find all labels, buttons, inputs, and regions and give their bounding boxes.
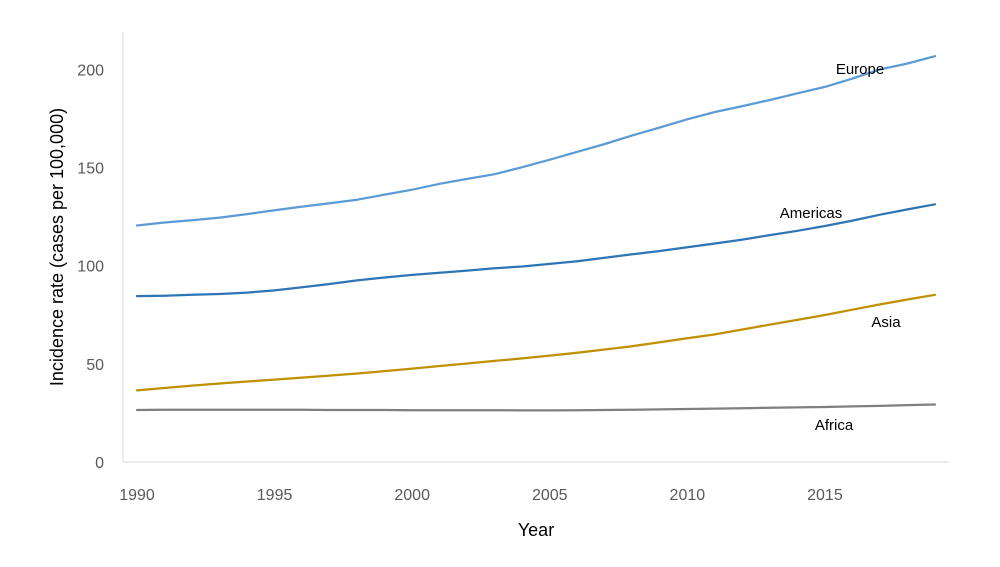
series-label-europe: Europe <box>836 61 884 78</box>
series-labels: Europe Americas Asia Africa <box>780 61 902 434</box>
y-tick-label: 200 <box>77 62 104 79</box>
series-line-asia <box>135 293 937 392</box>
x-tick-label: 2005 <box>532 487 568 504</box>
series-line-africa <box>135 403 937 412</box>
series-label-asia: Asia <box>871 314 901 331</box>
x-tick-label: 1995 <box>257 487 293 504</box>
series-line-americas <box>135 203 937 298</box>
series-line-europe <box>135 55 937 227</box>
series-label-americas: Americas <box>780 205 843 222</box>
x-tick-label: 2015 <box>807 487 843 504</box>
y-tick-label: 150 <box>77 161 104 178</box>
series-lines <box>135 55 937 412</box>
x-tick-label: 2010 <box>670 487 706 504</box>
y-tick-label: 50 <box>86 357 104 374</box>
x-tick-label: 2000 <box>394 487 430 504</box>
axes <box>122 32 949 463</box>
y-tick-label: 0 <box>95 455 104 472</box>
x-axis-title: Year <box>518 520 554 540</box>
y-tick-labels: 0 50 100 150 200 <box>77 62 104 472</box>
x-tick-label: 1990 <box>119 487 155 504</box>
x-tick-labels: 1990 1995 2000 2005 2010 2015 <box>119 487 843 504</box>
y-tick-label: 100 <box>77 259 104 276</box>
series-label-africa: Africa <box>815 417 854 434</box>
y-axis-title: Incidence rate (cases per 100,000) <box>47 108 67 386</box>
